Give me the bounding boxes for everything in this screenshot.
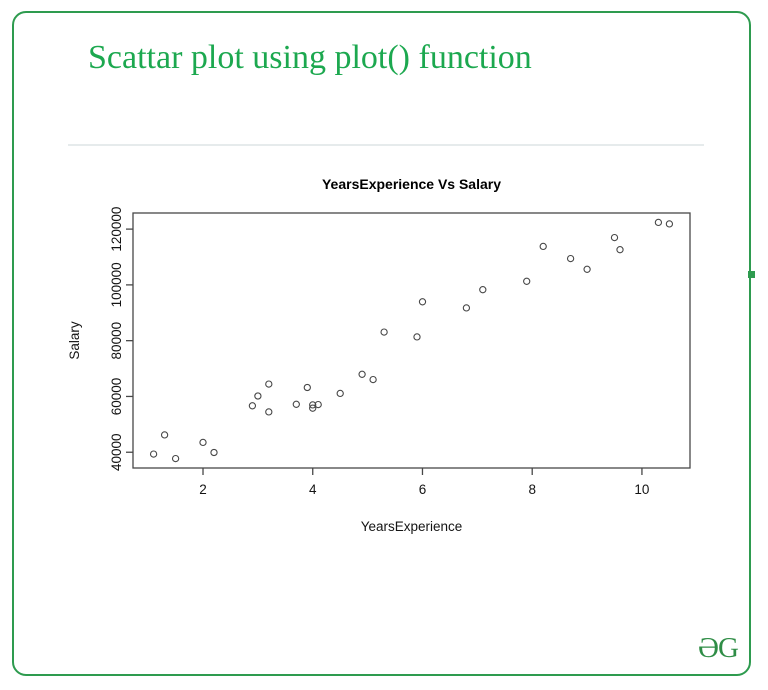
data-point <box>199 438 207 447</box>
plot-box <box>132 212 691 469</box>
data-point <box>418 298 427 306</box>
scatter-plot: YearsExperience Vs Salary 2 4 6 8 10 40000 6000… <box>67 176 691 534</box>
geeksforgeeks-logo: ƏG <box>698 632 739 664</box>
y-tick-label: 100000 <box>109 262 124 307</box>
data-point <box>380 328 388 336</box>
data-point <box>248 402 257 410</box>
y-tick-label: 40000 <box>109 433 124 471</box>
data-point <box>303 383 311 392</box>
data-point <box>665 220 674 228</box>
data-point <box>254 392 262 400</box>
x-tick-label: 10 <box>634 482 649 497</box>
y-tick-label: 80000 <box>109 322 124 360</box>
data-point <box>616 246 624 254</box>
y-tick-label: 120000 <box>109 207 124 252</box>
data-point <box>336 389 344 398</box>
x-tick-label: 6 <box>419 482 427 497</box>
data-point <box>583 265 591 273</box>
data-point <box>566 254 575 263</box>
data-point <box>654 218 663 227</box>
green-border-frame <box>12 11 751 676</box>
data-point <box>265 408 273 416</box>
x-tick-label: 4 <box>309 482 317 497</box>
data-point <box>479 286 487 294</box>
data-point <box>149 450 158 458</box>
data-point <box>462 304 471 312</box>
section-divider <box>68 144 704 146</box>
data-point <box>358 370 366 378</box>
data-point <box>309 401 317 409</box>
x-axis-label: YearsExperience <box>361 519 463 534</box>
data-point <box>160 431 169 439</box>
x-tick-label: 8 <box>528 482 536 497</box>
data-point <box>309 404 317 412</box>
data-point <box>314 400 322 409</box>
data-point <box>413 333 421 341</box>
data-point <box>292 400 300 408</box>
data-point <box>210 448 218 457</box>
data-point <box>369 375 377 384</box>
data-point <box>171 454 180 463</box>
y-axis-label: Salary <box>67 321 82 360</box>
data-point <box>539 242 547 251</box>
data-point <box>610 233 619 242</box>
border-resize-handle[interactable] <box>748 271 755 278</box>
data-point <box>265 380 273 388</box>
y-tick-label: 60000 <box>109 378 124 416</box>
page-heading: Scattar plot using plot() function <box>88 39 532 76</box>
chart-title: YearsExperience Vs Salary <box>322 176 501 192</box>
data-point <box>523 277 531 285</box>
x-tick-label: 2 <box>199 482 207 497</box>
